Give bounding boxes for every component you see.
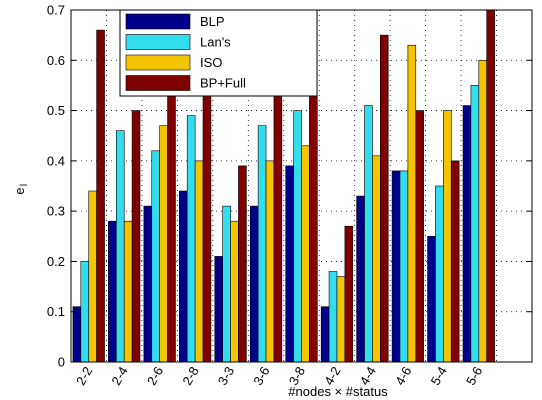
bar-iso-5-4 xyxy=(443,110,452,363)
legend: BLP Lan's ISO BP+Full xyxy=(119,9,318,97)
bar-iso-3-6 xyxy=(265,160,275,363)
bar-iso-5-6 xyxy=(478,59,488,363)
bar-blp-5-6 xyxy=(462,105,472,363)
y-tick-label: 0.5 xyxy=(47,103,65,118)
bar-lan-s-3-3 xyxy=(222,205,231,363)
y-tick-label: 0.1 xyxy=(47,304,65,319)
bar-blp-4-4 xyxy=(356,195,365,363)
bar-iso-2-6 xyxy=(159,125,168,363)
bar-lan-s-3-8 xyxy=(293,110,302,363)
bar-blp-3-6 xyxy=(249,205,259,363)
bar-lan-s-2-6 xyxy=(151,150,160,363)
bar-lan-s-2-2 xyxy=(80,261,90,363)
bar-iso-2-2 xyxy=(88,190,97,363)
bar-iso-4-6 xyxy=(407,44,417,363)
bar-lan-s-2-8 xyxy=(186,115,196,363)
bar-iso-2-4 xyxy=(123,220,133,363)
bar-iso-3-8 xyxy=(301,145,310,363)
bar-iso-2-8 xyxy=(194,160,204,363)
bar-blp-4-6 xyxy=(391,170,401,363)
bar-lan-s-5-6 xyxy=(470,85,480,363)
x-tick-label: 4-6 xyxy=(392,364,414,388)
bar-lan-s-5-4 xyxy=(435,185,444,363)
bar-bp-full-2-4 xyxy=(131,110,141,363)
y-tick-label: 0.6 xyxy=(47,53,65,68)
y-tick-label: 0.3 xyxy=(47,204,65,219)
bar-lan-s-4-6 xyxy=(399,170,409,363)
x-tick-label: 5-4 xyxy=(428,364,450,388)
y-axis-label-main: e xyxy=(12,187,27,194)
y-axis-label: e l xyxy=(12,184,30,195)
bar-bp-full-4-6 xyxy=(415,110,424,363)
x-tick-label: 5-6 xyxy=(463,364,485,388)
legend-swatch xyxy=(125,75,191,91)
legend-swatch xyxy=(125,34,191,50)
bar-bp-full-5-6 xyxy=(486,9,495,363)
bar-lan-s-3-6 xyxy=(257,125,267,363)
x-tick-label: 2-4 xyxy=(108,364,130,388)
legend-label: ISO xyxy=(200,55,222,70)
y-axis-label-sub: l xyxy=(19,184,30,186)
bar-bp-full-3-8 xyxy=(309,95,318,363)
bar-bp-full-5-4 xyxy=(450,160,460,363)
bar-lan-s-4-2 xyxy=(328,271,338,363)
legend-swatch xyxy=(125,54,191,71)
bar-bp-full-3-3 xyxy=(238,165,247,363)
bar-bp-full-2-8 xyxy=(202,85,212,363)
legend-swatch xyxy=(125,13,191,30)
y-tick-label: 0 xyxy=(58,355,65,370)
x-tick-label: 3-3 xyxy=(215,364,237,388)
bar-iso-3-3 xyxy=(230,220,239,363)
x-tick-label: 2-6 xyxy=(144,364,166,388)
bar-bp-full-2-6 xyxy=(167,85,176,363)
bar-blp-5-4 xyxy=(427,235,436,363)
bars xyxy=(72,9,495,363)
bar-lan-s-2-4 xyxy=(115,130,125,363)
bar-iso-4-4 xyxy=(372,155,381,363)
legend-label: Lan's xyxy=(200,35,231,50)
bar-blp-2-2 xyxy=(72,306,82,363)
legend-label: BP+Full xyxy=(200,76,246,91)
bar-lan-s-4-4 xyxy=(364,105,373,363)
y-tick-label: 0.7 xyxy=(47,3,65,18)
bar-bp-full-4-4 xyxy=(380,34,389,363)
bar-bp-full-4-2 xyxy=(344,225,354,363)
x-tick-label: 2-2 xyxy=(73,364,95,388)
x-axis-label: #nodes × #status xyxy=(288,384,388,399)
bar-iso-4-2 xyxy=(336,276,346,363)
bar-blp-4-2 xyxy=(320,306,330,363)
legend-label: BLP xyxy=(200,14,225,29)
y-tick-label: 0.4 xyxy=(47,153,65,168)
bar-blp-2-4 xyxy=(108,220,117,363)
bar-blp-2-8 xyxy=(179,190,188,363)
bar-blp-3-8 xyxy=(285,165,294,363)
y-tick-label: 0.2 xyxy=(47,254,65,269)
bar-bp-full-3-6 xyxy=(273,75,283,363)
bar-bp-full-2-2 xyxy=(96,29,105,363)
x-tick-label: 3-6 xyxy=(250,364,272,388)
x-tick-label: 2-8 xyxy=(179,364,201,388)
bar-blp-3-3 xyxy=(214,256,223,363)
bar-blp-2-6 xyxy=(143,205,153,363)
